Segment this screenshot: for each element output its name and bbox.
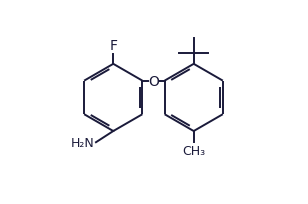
Text: H₂N: H₂N <box>71 136 95 149</box>
Text: O: O <box>148 74 159 88</box>
Text: F: F <box>109 39 117 53</box>
Text: CH₃: CH₃ <box>182 144 205 157</box>
